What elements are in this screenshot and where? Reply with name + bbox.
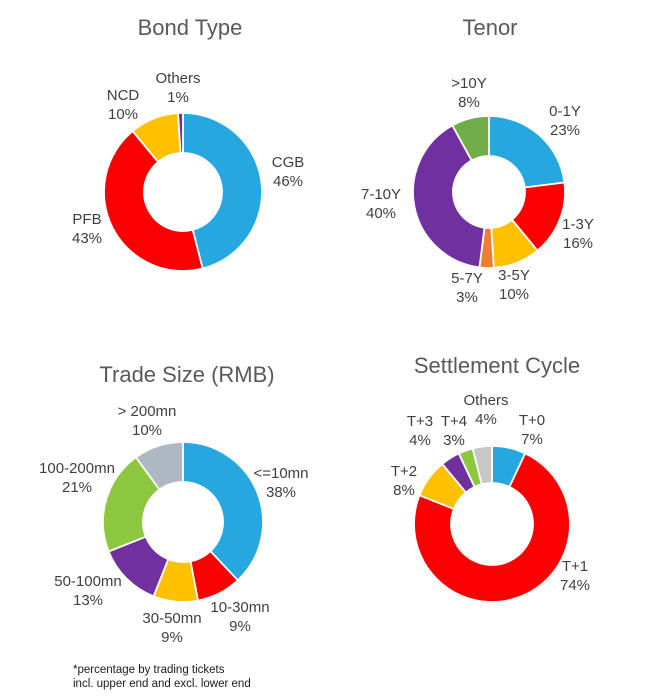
slice-tenor-7-10y xyxy=(412,124,486,269)
slice-settlement-cycle-t-1 xyxy=(413,452,571,603)
slice-category-text: 100-200mn xyxy=(39,459,115,477)
footnote-line2: incl. upper end and excl. lower end xyxy=(73,678,251,690)
slice-percent-text: 10% xyxy=(131,421,163,439)
label-settlement-cycle-t-2: T+2 8% xyxy=(391,462,417,500)
slice-category-text: Others xyxy=(463,391,509,409)
footnote-line1: *percentage by trading tickets xyxy=(73,664,225,676)
slice-category-text: 10-30mn xyxy=(210,598,270,616)
slice-category-text: PFB xyxy=(72,210,102,228)
slice-category-text: 30-50mn xyxy=(142,609,202,627)
slice-percent-text: 23% xyxy=(549,121,581,139)
slice-percent-text: 40% xyxy=(365,204,397,222)
label-bond-type-cgb: CGB 46% xyxy=(272,153,305,191)
label-tenor-0-1y: 0-1Y 23% xyxy=(549,102,581,140)
slice-category-text: 0-1Y xyxy=(549,102,581,120)
slice-category-text: T+1 xyxy=(561,557,589,575)
chart-title-settlement-cycle: Settlement Cycle xyxy=(413,353,581,378)
label-tenor-5-7y: 5-7Y 3% xyxy=(451,269,483,307)
slice-category-text: NCD xyxy=(106,86,140,104)
slice-category-text: > 200mn xyxy=(117,402,177,420)
label-trade-size-200mn: > 200mn 10% xyxy=(118,402,177,440)
footnote: *percentage by trading tickets incl. upp… xyxy=(73,663,251,691)
slice-percent-text: 8% xyxy=(393,481,415,499)
slice-percent-text: 10% xyxy=(498,285,530,303)
slice-bond-type-others xyxy=(177,112,184,154)
slice-category-text: 5-7Y xyxy=(451,269,483,287)
slice-percent-text: 46% xyxy=(272,172,304,190)
slice-settlement-cycle-others xyxy=(471,445,493,486)
slice-percent-text: 9% xyxy=(229,617,251,635)
slice-percent-text: 1% xyxy=(167,88,189,106)
label-settlement-cycle-t-4: T+4 3% xyxy=(441,412,467,450)
slice-percent-text: 3% xyxy=(456,288,478,306)
chart-title-tenor: Tenor xyxy=(462,15,518,40)
slice-percent-text: 13% xyxy=(72,591,104,609)
slice-percent-text: 9% xyxy=(161,628,183,646)
label-trade-size-30-50mn: 30-50mn 9% xyxy=(142,609,201,647)
slice-percent-text: 3% xyxy=(443,431,465,449)
donut-bond-type xyxy=(103,112,263,272)
slice-percent-text: 4% xyxy=(475,410,497,428)
label-settlement-cycle-others: Others 4% xyxy=(463,391,508,429)
chart-title-trade-size: Trade Size (RMB) xyxy=(99,362,275,387)
slice-category-text: 50-100mn xyxy=(54,572,122,590)
slice-percent-text: 21% xyxy=(61,478,93,496)
slice-percent-text: 43% xyxy=(71,229,103,247)
slice-category-text: CGB xyxy=(271,153,305,171)
slice-category-text: 1-3Y xyxy=(562,215,594,233)
slice-tenor-10y xyxy=(451,115,490,162)
label-settlement-cycle-t-3: T+3 4% xyxy=(407,412,433,450)
donut-trade-size xyxy=(102,441,264,603)
slice-percent-text: 4% xyxy=(409,431,431,449)
slice-percent-text: 38% xyxy=(265,483,297,501)
slice-category-text: Others xyxy=(155,69,201,87)
donut-settlement-cycle xyxy=(413,445,571,603)
slice-percent-text: 16% xyxy=(562,234,594,252)
slice-trade-size-10mn xyxy=(182,441,264,582)
label-bond-type-pfb: PFB 43% xyxy=(72,210,102,248)
label-trade-size-50-100mn: 50-100mn 13% xyxy=(54,572,122,610)
slice-tenor-0-1y xyxy=(488,115,566,189)
slice-trade-size-200mn xyxy=(135,441,184,491)
label-tenor-7-10y: 7-10Y 40% xyxy=(361,185,401,223)
label-bond-type-ncd: NCD 10% xyxy=(107,86,140,124)
label-trade-size-10-30mn: 10-30mn 9% xyxy=(210,598,269,636)
chart-title-bond-type: Bond Type xyxy=(137,15,243,40)
slice-category-text: T+0 xyxy=(518,411,546,429)
slice-percent-text: 8% xyxy=(458,93,480,111)
slice-category-text: 3-5Y xyxy=(498,266,530,284)
slice-bond-type-pfb xyxy=(103,130,204,272)
slice-category-text: T+2 xyxy=(390,462,418,480)
slice-category-text: 7-10Y xyxy=(360,185,402,203)
label-trade-size-10mn: <=10mn 38% xyxy=(253,464,308,502)
label-settlement-cycle-t-0: T+0 7% xyxy=(519,411,545,449)
slice-percent-text: 74% xyxy=(559,576,591,594)
slice-bond-type-cgb xyxy=(182,112,263,270)
donut-tenor xyxy=(412,115,566,269)
label-bond-type-others: Others 1% xyxy=(155,69,200,107)
label-tenor-10y: >10Y 8% xyxy=(451,74,486,112)
slice-category-text: T+3 xyxy=(406,412,434,430)
slice-category-text: >10Y xyxy=(451,74,487,92)
label-trade-size-100-200mn: 100-200mn 21% xyxy=(39,459,115,497)
slice-percent-text: 10% xyxy=(107,105,139,123)
slice-category-text: T+4 xyxy=(440,412,468,430)
slice-category-text: <=10mn xyxy=(253,464,309,482)
label-settlement-cycle-t-1: T+1 74% xyxy=(560,557,590,595)
slice-percent-text: 7% xyxy=(521,430,543,448)
label-tenor-3-5y: 3-5Y 10% xyxy=(498,266,530,304)
label-tenor-1-3y: 1-3Y 16% xyxy=(562,215,594,253)
